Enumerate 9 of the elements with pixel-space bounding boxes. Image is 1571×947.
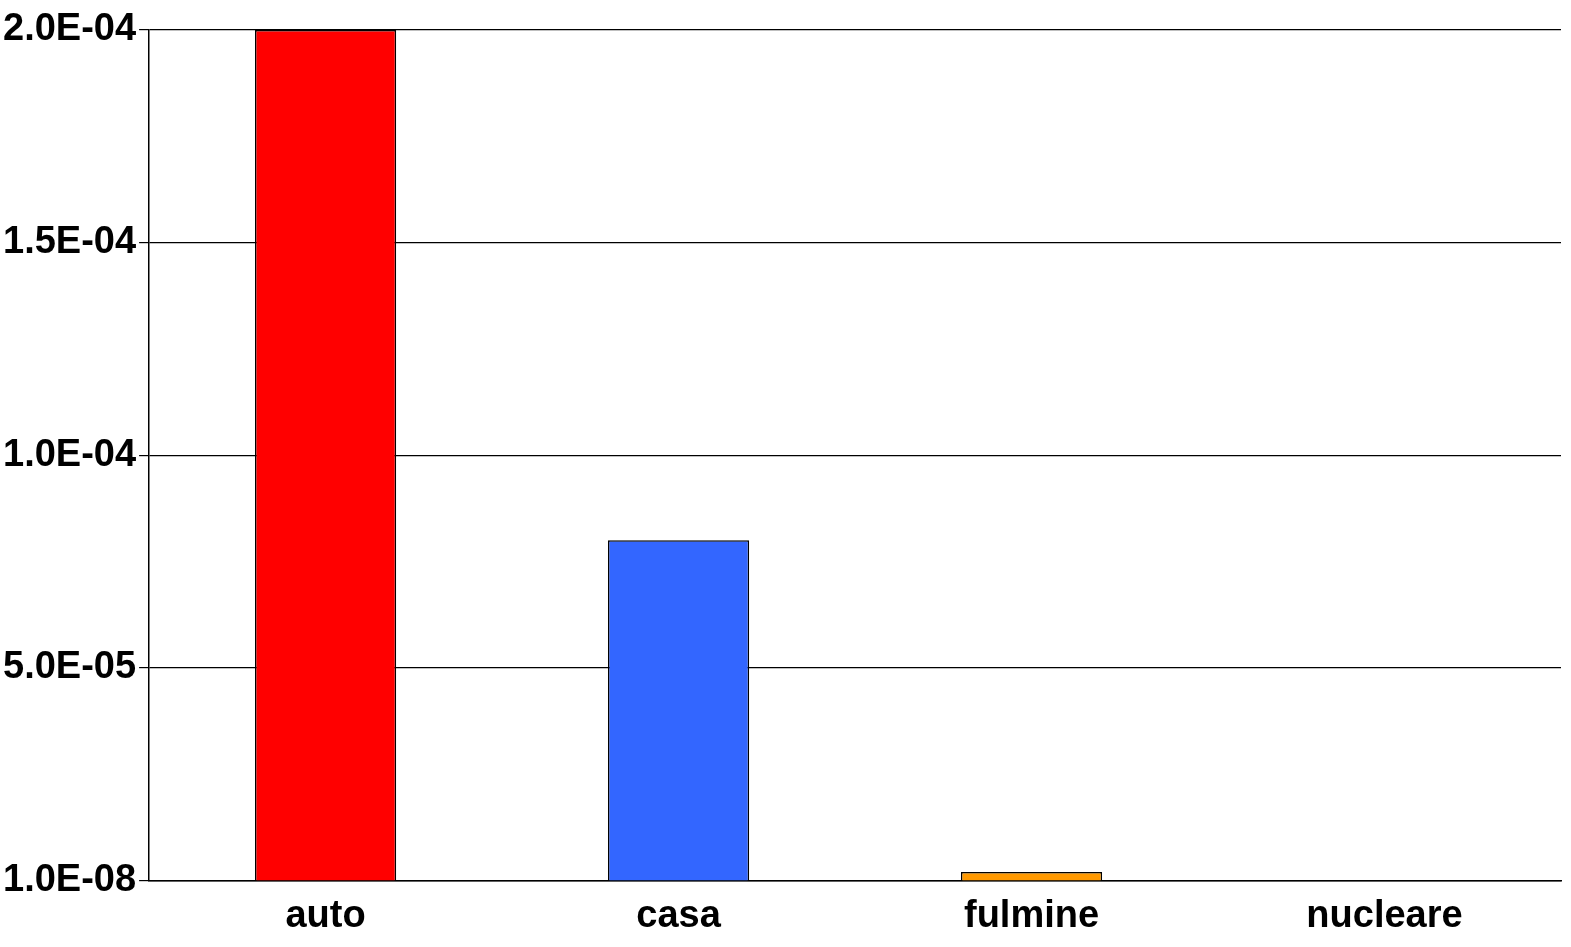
x-tick-label: fulmine bbox=[963, 892, 1100, 935]
y-tick-label: 1.0E-08 bbox=[3, 856, 137, 899]
y-tick-label: 1.0E-04 bbox=[3, 431, 137, 474]
x-tick-label: auto bbox=[285, 892, 366, 935]
y-tick-label: 2.0E-04 bbox=[3, 6, 137, 49]
x-tick-label: nucleare bbox=[1306, 892, 1463, 935]
y-tick-label: 5.0E-05 bbox=[3, 644, 137, 687]
y-tick-label: 1.5E-04 bbox=[3, 219, 137, 262]
x-tick-label: casa bbox=[636, 892, 722, 935]
